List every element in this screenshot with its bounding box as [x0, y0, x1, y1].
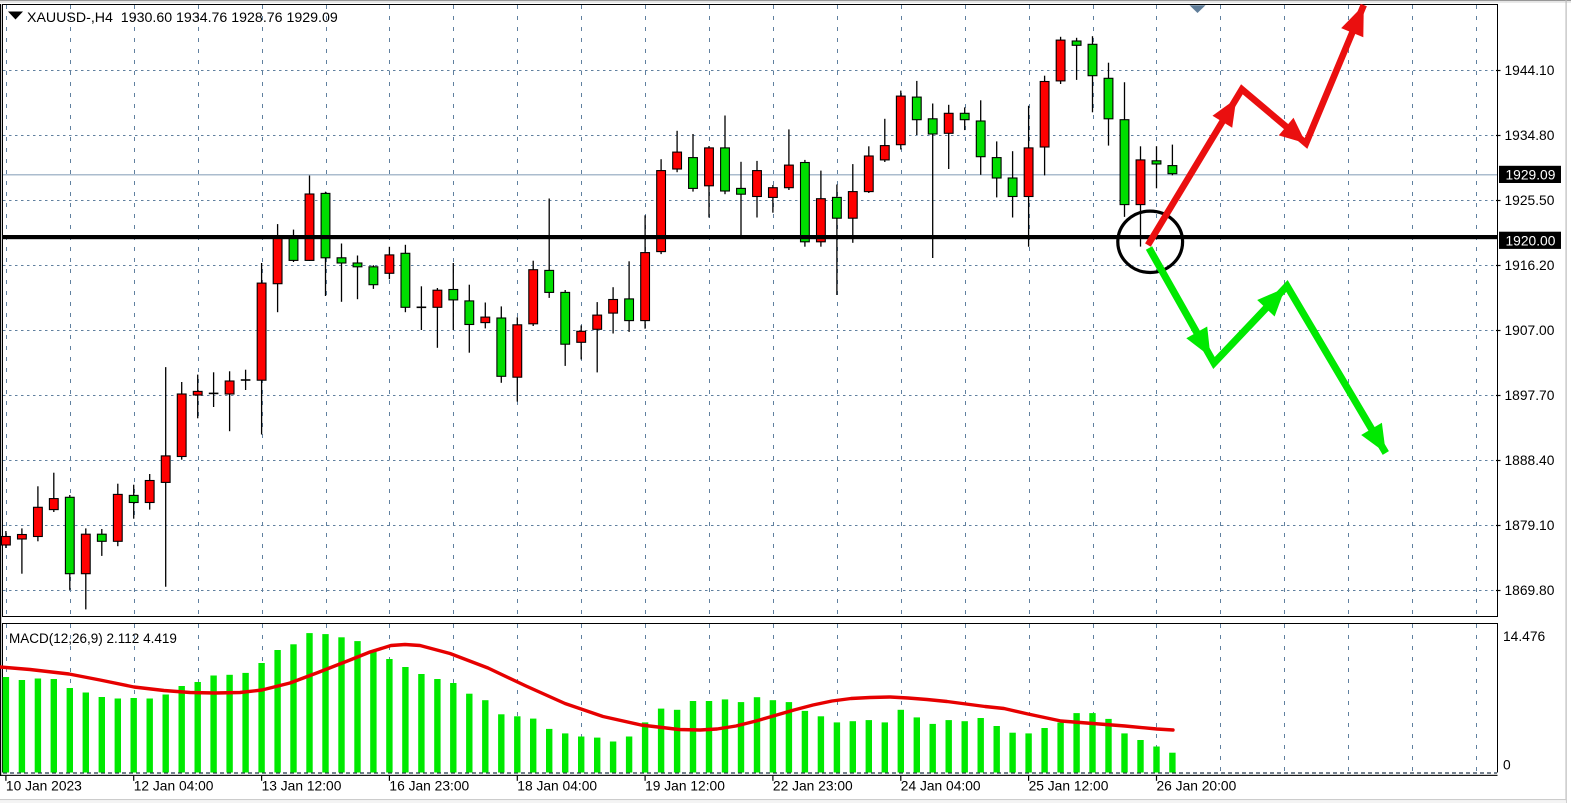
- svg-text:1869.80: 1869.80: [1505, 583, 1555, 598]
- svg-text:26 Jan 20:00: 26 Jan 20:00: [1157, 779, 1237, 794]
- svg-text:1934.80: 1934.80: [1505, 128, 1555, 143]
- svg-text:1888.40: 1888.40: [1505, 453, 1555, 468]
- svg-text:1920.00: 1920.00: [1506, 233, 1556, 248]
- svg-text:1929.09: 1929.09: [1506, 168, 1556, 183]
- svg-text:24 Jan 04:00: 24 Jan 04:00: [901, 779, 981, 794]
- svg-text:MACD(12,26,9) 2.112 4.419: MACD(12,26,9) 2.112 4.419: [9, 631, 177, 646]
- svg-text:18 Jan 04:00: 18 Jan 04:00: [517, 779, 597, 794]
- svg-text:25 Jan 12:00: 25 Jan 12:00: [1029, 779, 1109, 794]
- svg-text:XAUUSD-,H4 1930.60 1934.76 19: XAUUSD-,H4 1930.60 1934.76 1928.76 1929.…: [27, 10, 338, 26]
- svg-text:13 Jan 12:00: 13 Jan 12:00: [262, 779, 342, 794]
- svg-text:16 Jan 23:00: 16 Jan 23:00: [389, 779, 469, 794]
- svg-text:19 Jan 12:00: 19 Jan 12:00: [645, 779, 725, 794]
- svg-text:1916.20: 1916.20: [1505, 258, 1555, 273]
- svg-text:10 Jan 2023: 10 Jan 2023: [6, 779, 82, 794]
- svg-text:14.476: 14.476: [1503, 629, 1546, 644]
- svg-text:1944.10: 1944.10: [1505, 63, 1555, 78]
- svg-text:1907.00: 1907.00: [1505, 323, 1555, 338]
- svg-text:1879.10: 1879.10: [1505, 518, 1555, 533]
- svg-text:12 Jan 04:00: 12 Jan 04:00: [134, 779, 214, 794]
- svg-text:22 Jan 23:00: 22 Jan 23:00: [773, 779, 853, 794]
- svg-text:1925.50: 1925.50: [1505, 193, 1555, 208]
- svg-text:0: 0: [1503, 758, 1511, 773]
- svg-text:1897.70: 1897.70: [1505, 388, 1555, 403]
